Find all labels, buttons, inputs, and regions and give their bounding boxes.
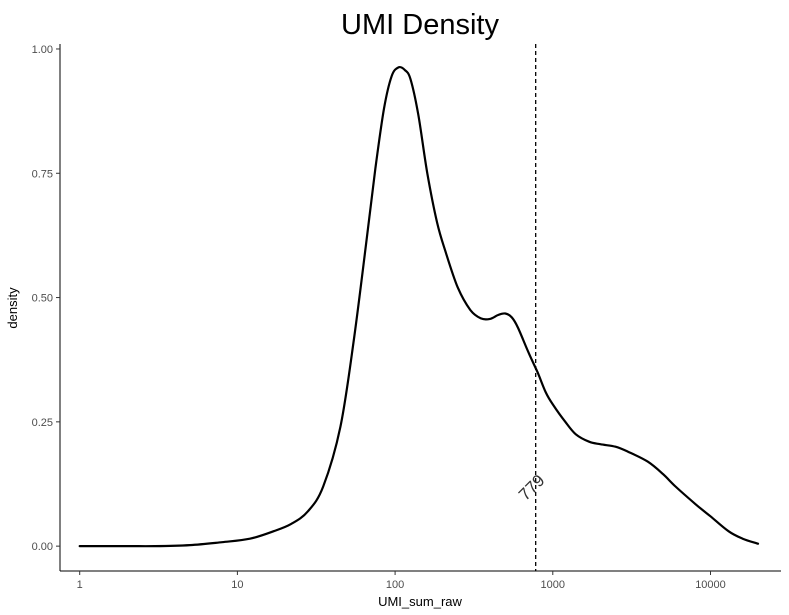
threshold-annotation: 779 (515, 471, 548, 504)
annotations: 779 (515, 471, 548, 504)
x-tick-label: 1 (77, 579, 83, 591)
y-tick-label: 0.50 (32, 293, 53, 305)
y-axis-label: density (5, 287, 20, 329)
y-axis-ticks: 0.00 0.25 0.50 0.75 1.00 (32, 44, 60, 553)
x-axis-ticks: 1 10 100 1000 10000 (77, 571, 726, 591)
y-tick-label: 0.75 (32, 168, 53, 180)
x-tick-label: 10 (231, 579, 243, 591)
x-axis-label: UMI_sum_raw (378, 594, 462, 609)
chart-title: UMI Density (341, 9, 499, 41)
plot-area: 779 (78, 44, 760, 571)
x-tick-label: 10000 (695, 579, 726, 591)
y-tick-label: 0.25 (32, 417, 53, 429)
y-tick-label: 1.00 (32, 44, 53, 56)
x-tick-label: 1000 (541, 579, 565, 591)
y-tick-label: 0.00 (32, 541, 53, 553)
x-tick-label: 100 (386, 579, 404, 591)
density-curve (78, 65, 760, 548)
